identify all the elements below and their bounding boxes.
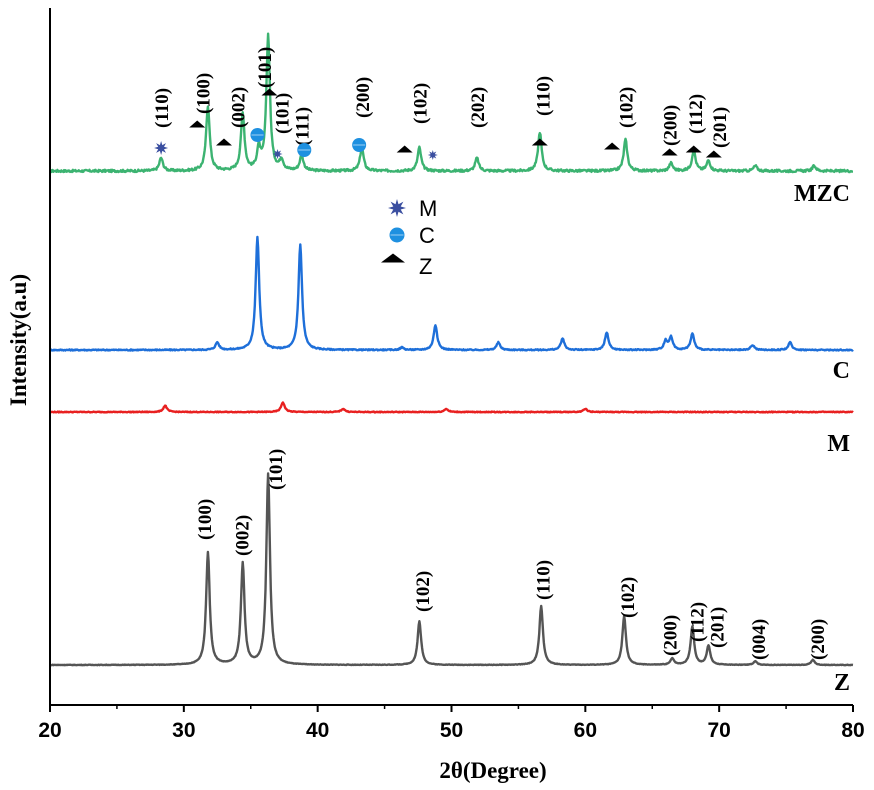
- phase-marker-m: [154, 141, 169, 155]
- series-label-c: C: [833, 358, 850, 384]
- peak-label-z: (200): [661, 615, 682, 656]
- peak-label-z: (102): [618, 577, 639, 618]
- series-z-line: [49, 472, 854, 667]
- x-tick-label: 60: [574, 719, 597, 742]
- series-label-m: M: [827, 431, 850, 457]
- peak-label-mzc: (002): [228, 87, 249, 128]
- phase-marker-z: [661, 148, 678, 156]
- x-tick-label: 80: [841, 719, 864, 742]
- phase-marker-z: [531, 138, 548, 146]
- legend-label: C: [419, 223, 435, 248]
- peak-label-z: (201): [708, 607, 729, 648]
- peak-label-mzc: (101): [255, 47, 276, 88]
- x-tick-label: 50: [440, 719, 463, 742]
- peak-label-z: (101): [266, 449, 287, 490]
- series-mzc-line: [49, 32, 854, 174]
- peak-label-mzc: (201): [710, 107, 731, 148]
- x-axis-title: 2θ(Degree): [439, 758, 546, 783]
- peak-label-mzc: (102): [617, 87, 638, 128]
- peak-label-mzc: (202): [468, 87, 489, 128]
- x-tick-label: 40: [306, 719, 329, 742]
- peak-label-mzc: (110): [534, 76, 555, 116]
- peak-label-mzc: (101): [273, 93, 294, 134]
- phase-marker-m: [427, 150, 438, 160]
- x-tick-label: 20: [38, 719, 61, 742]
- series-label-z: Z: [834, 670, 850, 696]
- legend-star-icon: [388, 199, 406, 217]
- phase-marker-m: [272, 149, 283, 159]
- series-m-line: [49, 401, 854, 414]
- peak-label-z: (112): [687, 602, 708, 642]
- x-tick-label: 30: [172, 719, 195, 742]
- legend-item-m: M: [388, 196, 437, 221]
- peak-label-z: (200): [808, 619, 829, 660]
- y-axis-title: Intensity(a.u): [6, 274, 31, 406]
- legend-label: M: [419, 196, 437, 221]
- series-label-mzc: MZC: [794, 181, 850, 207]
- phase-marker-z: [705, 150, 722, 158]
- legend-label: Z: [419, 254, 432, 279]
- peak-label-mzc: (200): [661, 105, 682, 146]
- peak-label-mzc: (200): [353, 77, 374, 118]
- peak-label-mzc: (100): [194, 73, 215, 114]
- phase-marker-z: [189, 120, 206, 128]
- phase-marker-z: [215, 138, 232, 146]
- phase-marker-z: [685, 145, 702, 153]
- peak-label-z: (110): [534, 560, 555, 600]
- peak-label-mzc: (112): [686, 94, 707, 134]
- x-tick-label: 70: [707, 719, 730, 742]
- peak-label-z: (102): [413, 571, 434, 612]
- peak-label-mzc: (102): [410, 83, 431, 124]
- phase-marker-z: [261, 88, 278, 96]
- phase-marker-z: [396, 145, 413, 153]
- peak-label-z: (004): [749, 619, 770, 660]
- legend-item-z: Z: [381, 253, 432, 279]
- peak-label-z: (002): [232, 515, 253, 556]
- phase-marker-z: [604, 142, 621, 150]
- legend-triangle-icon: [381, 253, 405, 263]
- peak-label-z: (100): [195, 499, 216, 540]
- peak-label-mzc: (110): [152, 88, 173, 128]
- series-c-line: [49, 235, 854, 352]
- legend-item-c: C: [389, 223, 435, 248]
- peak-label-mzc: (111): [293, 107, 314, 146]
